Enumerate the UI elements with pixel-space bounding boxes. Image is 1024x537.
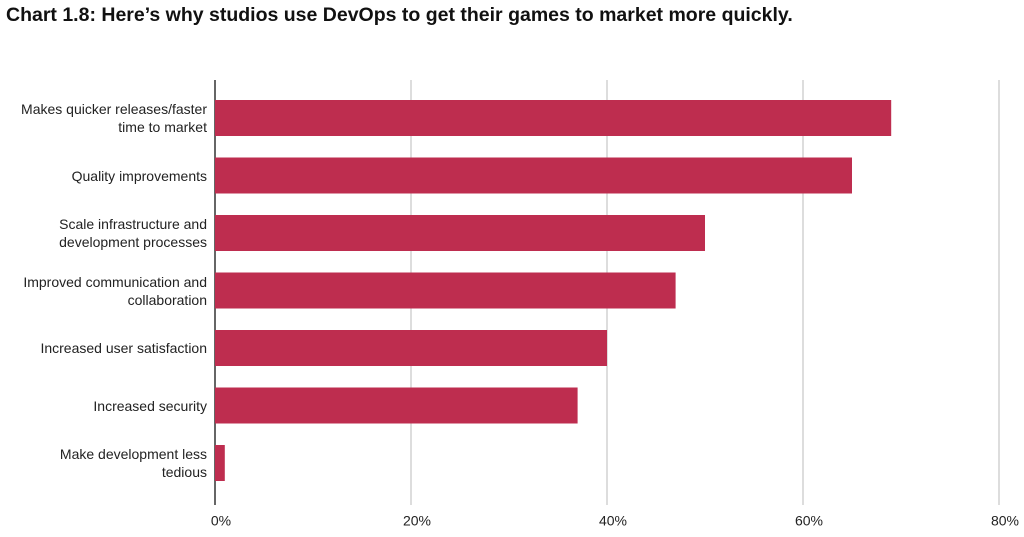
bar [215, 157, 852, 194]
y-tick-label: Scale infrastructure and development pro… [59, 216, 207, 250]
y-tick-label: Increased security [93, 397, 207, 414]
bar [215, 445, 225, 481]
x-tick-label: 40% [599, 513, 627, 529]
bar [215, 215, 705, 251]
bar [215, 272, 676, 309]
x-tick-label: 0% [211, 513, 231, 529]
x-tick-label: 20% [403, 513, 431, 529]
bar [215, 330, 607, 366]
y-tick-label: Improved communication and collaboration [23, 273, 207, 308]
y-tick-label: Makes quicker releases/faster time to ma… [21, 101, 207, 135]
chart-title: Chart 1.8: Here’s why studios use DevOps… [6, 4, 793, 26]
bar [215, 387, 578, 424]
y-tick-label: Increased user satisfaction [40, 340, 207, 356]
x-tick-label: 80% [991, 513, 1019, 529]
y-tick-label: Quality improvements [71, 167, 207, 184]
bar [215, 100, 892, 136]
y-tick-label: Make development less tedious [59, 446, 207, 480]
x-tick-label: 60% [795, 513, 823, 529]
